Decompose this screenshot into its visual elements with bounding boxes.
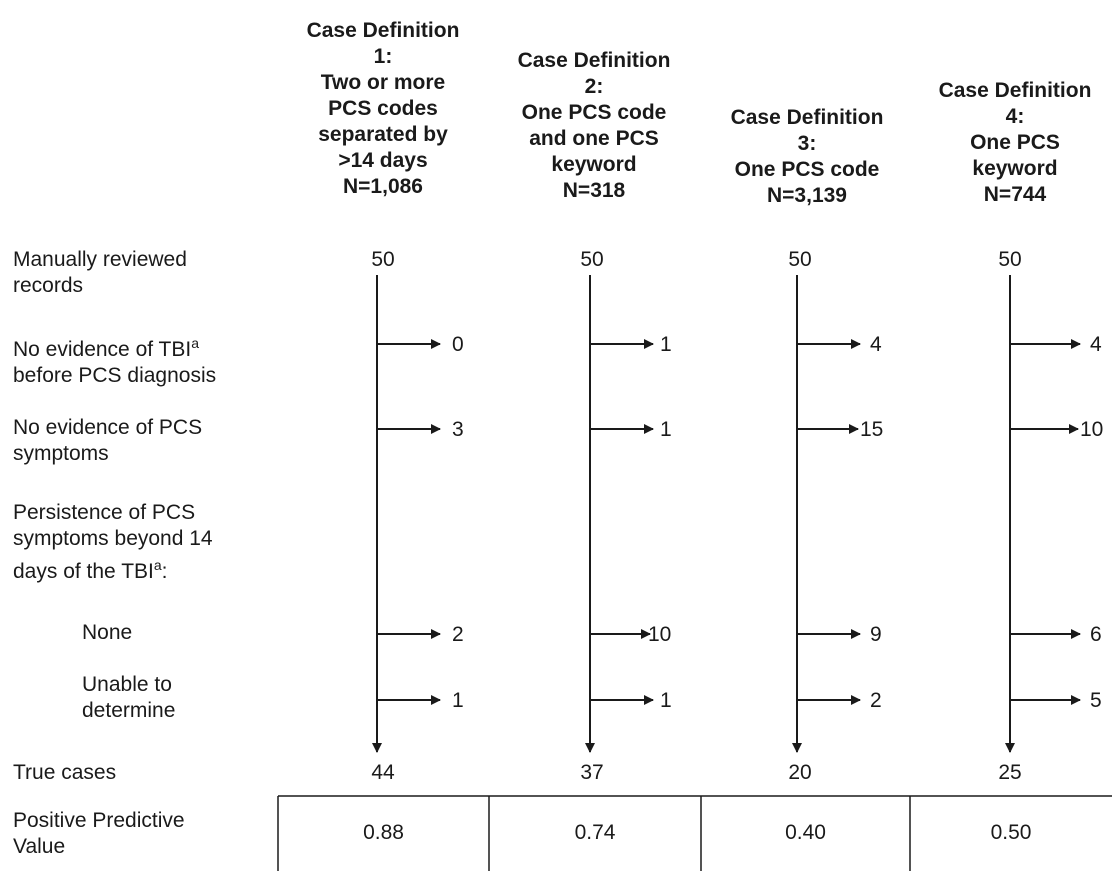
reviewed-count-2: 50 <box>580 248 604 271</box>
column-header-4: Case Definition 4: One PCS keyword N=744 <box>938 79 1092 206</box>
column-header-1: Case Definition 1: Two or more PCS codes… <box>306 19 460 198</box>
unable-count-4: 5 <box>1090 689 1102 712</box>
unable-count-3: 2 <box>870 689 882 712</box>
row-label-persistence-colon: : <box>161 560 168 583</box>
no-symptoms-count-3: 15 <box>860 418 884 441</box>
row-label-persistence: Persistence of PCS symptoms beyond 14 da… <box>13 500 213 585</box>
none-count-4: 6 <box>1090 623 1102 646</box>
true-cases-count-4: 25 <box>998 761 1022 784</box>
column-header-2: Case Definition 2: One PCS code and one … <box>517 49 671 202</box>
no-symptoms-count-2: 1 <box>660 418 672 441</box>
unable-count-2: 1 <box>660 689 672 712</box>
row-label-no-tbi-text-2: before PCS diagnosis <box>13 364 217 387</box>
no-tbi-count-4: 4 <box>1090 333 1102 356</box>
no-symptoms-count-4: 10 <box>1080 418 1104 441</box>
row-label-unable: Unable to determine <box>82 673 176 722</box>
row-label-no-tbi-text: No evidence of TBI <box>13 338 192 361</box>
row-label-no-tbi: No evidence of TBIa before PCS diagnosis <box>13 330 216 389</box>
none-count-2: 10 <box>648 623 672 646</box>
footnote-marker: a <box>153 557 162 573</box>
true-cases-count-3: 20 <box>788 761 812 784</box>
reviewed-count-4: 50 <box>998 248 1022 271</box>
unable-count-1: 1 <box>452 689 464 712</box>
no-tbi-count-3: 4 <box>870 333 882 356</box>
reviewed-count-3: 50 <box>788 248 812 271</box>
none-count-1: 2 <box>452 623 464 646</box>
no-tbi-count-2: 1 <box>660 333 672 356</box>
no-tbi-count-1: 0 <box>452 333 464 356</box>
row-label-ppv: Positive Predictive Value <box>13 809 185 858</box>
ppv-value-4: 0.50 <box>990 821 1032 844</box>
no-symptoms-count-1: 3 <box>452 418 464 441</box>
footnote-marker: a <box>191 335 200 351</box>
row-label-no-symptoms: No evidence of PCS symptoms <box>13 416 203 465</box>
reviewed-count-1: 50 <box>371 248 395 271</box>
ppv-value-2: 0.74 <box>574 821 616 844</box>
column-header-3: Case Definition 3: One PCS code N=3,139 <box>730 106 884 207</box>
ppv-value-1: 0.88 <box>363 821 404 844</box>
row-label-none: None <box>82 621 133 644</box>
none-count-3: 9 <box>870 623 882 646</box>
row-label-persistence-text: Persistence of PCS symptoms beyond 14 da… <box>13 501 213 583</box>
true-cases-count-2: 37 <box>580 761 604 784</box>
true-cases-count-1: 44 <box>371 761 395 784</box>
ppv-value-3: 0.40 <box>785 821 826 844</box>
row-label-true-cases: True cases <box>13 761 117 784</box>
row-label-reviewed: Manually reviewed records <box>13 248 187 297</box>
